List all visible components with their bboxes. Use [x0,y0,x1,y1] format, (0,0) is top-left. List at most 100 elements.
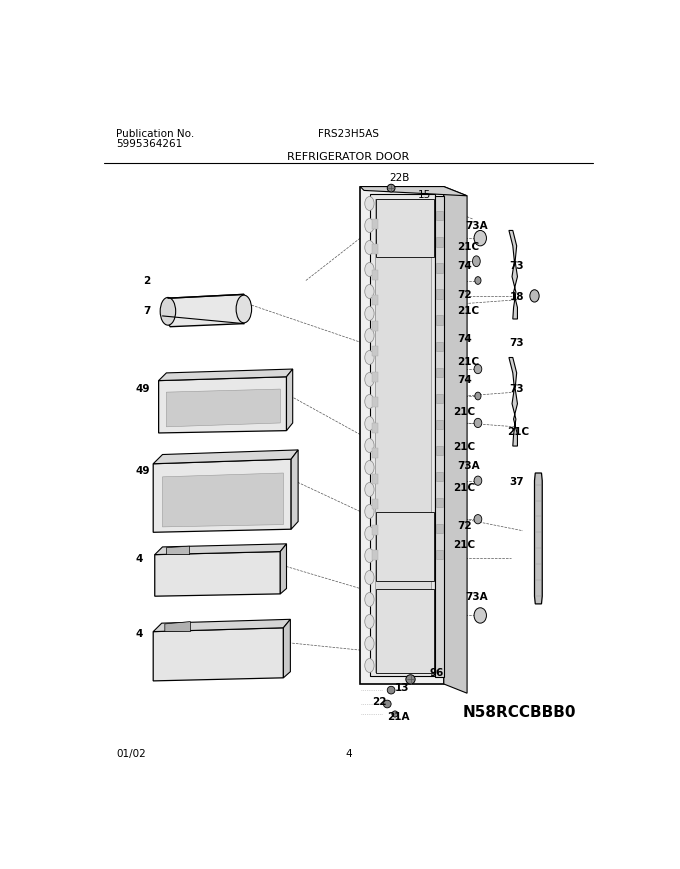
Text: 73A: 73A [464,592,488,601]
Ellipse shape [364,285,374,299]
Polygon shape [372,372,378,382]
Ellipse shape [364,461,374,474]
Text: 01/02: 01/02 [116,747,146,758]
Polygon shape [370,195,435,676]
Ellipse shape [364,637,374,651]
Ellipse shape [160,298,175,326]
Polygon shape [509,231,517,320]
Polygon shape [372,525,378,535]
Ellipse shape [364,373,374,387]
Text: 2: 2 [143,276,150,286]
Polygon shape [372,398,378,408]
Polygon shape [372,322,378,331]
Ellipse shape [364,219,374,233]
Polygon shape [360,188,467,196]
Text: 21C: 21C [457,305,479,315]
Polygon shape [444,188,467,693]
Ellipse shape [364,527,374,541]
Polygon shape [436,550,443,560]
Text: 49: 49 [135,384,150,394]
Text: 4: 4 [345,747,352,758]
Polygon shape [153,620,290,632]
Polygon shape [436,212,443,222]
Ellipse shape [364,505,374,519]
Polygon shape [291,450,298,529]
Text: 49: 49 [135,466,150,475]
Polygon shape [372,245,378,255]
Ellipse shape [364,549,374,563]
Text: 4: 4 [135,553,143,563]
Text: N58RCCBBB0: N58RCCBBB0 [462,705,576,720]
Polygon shape [436,421,443,429]
Text: 74: 74 [457,334,472,344]
Polygon shape [153,460,291,533]
Polygon shape [436,238,443,247]
Polygon shape [375,200,430,672]
Polygon shape [372,500,378,509]
Text: 72: 72 [457,290,472,300]
Ellipse shape [364,571,374,585]
Polygon shape [436,342,443,351]
Text: 21C: 21C [453,441,475,452]
Ellipse shape [387,185,395,193]
Text: 22B: 22B [389,173,409,183]
Text: 18: 18 [510,292,524,302]
Text: 13: 13 [395,682,409,693]
Text: 15: 15 [418,190,432,200]
Polygon shape [286,369,292,431]
Polygon shape [153,628,284,681]
Text: 21C: 21C [453,407,475,417]
Text: 21C: 21C [457,357,479,367]
Ellipse shape [364,615,374,628]
Text: 7: 7 [143,305,150,315]
Ellipse shape [364,659,374,673]
Text: 96: 96 [430,667,444,677]
Ellipse shape [364,263,374,277]
Ellipse shape [384,700,391,708]
Polygon shape [155,552,280,596]
Polygon shape [436,524,443,534]
Ellipse shape [364,242,374,255]
Polygon shape [284,620,290,678]
Polygon shape [165,622,190,632]
Ellipse shape [474,476,482,486]
Polygon shape [372,296,378,306]
Ellipse shape [364,593,374,607]
Text: 21A: 21A [387,711,410,720]
Ellipse shape [474,608,486,623]
Polygon shape [436,290,443,299]
Text: 72: 72 [457,521,472,531]
Text: 21C: 21C [453,540,475,549]
Polygon shape [158,377,286,434]
Text: 21C: 21C [507,426,530,436]
Polygon shape [436,368,443,377]
Polygon shape [436,264,443,273]
Text: 21C: 21C [457,242,479,251]
Polygon shape [167,547,190,555]
Polygon shape [436,316,443,325]
Ellipse shape [474,419,482,428]
Polygon shape [372,448,378,459]
Ellipse shape [475,393,481,401]
Polygon shape [377,589,434,673]
Ellipse shape [473,256,480,268]
Ellipse shape [474,231,486,247]
Ellipse shape [392,711,398,717]
Ellipse shape [406,675,415,684]
Polygon shape [372,220,378,229]
Ellipse shape [474,515,482,524]
Polygon shape [436,447,443,455]
Ellipse shape [364,351,374,365]
Polygon shape [280,544,286,594]
Text: 73: 73 [510,261,524,271]
Text: 4: 4 [135,628,143,639]
Polygon shape [377,512,434,581]
Text: FRS23H5AS: FRS23H5AS [318,129,379,138]
Text: 73: 73 [510,338,524,348]
Polygon shape [436,472,443,481]
Ellipse shape [474,365,482,375]
Ellipse shape [364,439,374,453]
Polygon shape [372,270,378,281]
Text: 22: 22 [372,696,386,706]
Ellipse shape [236,295,252,323]
